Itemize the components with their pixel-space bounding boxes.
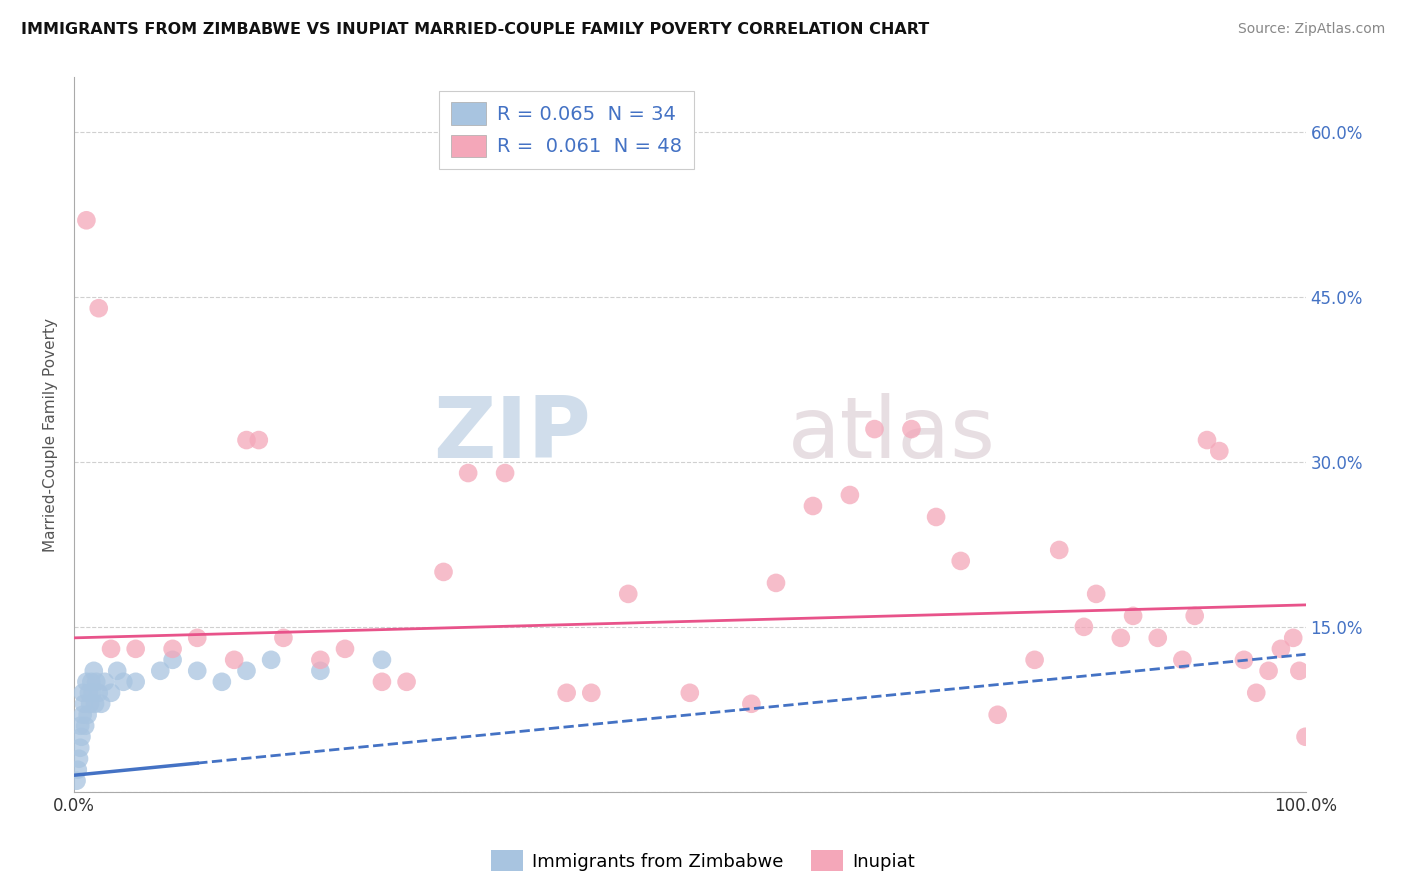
Point [1270, 641, 1292, 656]
Legend: R = 0.065  N = 34, R =  0.061  N = 48: R = 0.065 N = 34, R = 0.061 N = 48 [439, 91, 695, 169]
Point [72, 707, 94, 722]
Point [1195, 433, 1218, 447]
Text: atlas: atlas [789, 393, 997, 476]
Point [273, 631, 295, 645]
Point [494, 466, 516, 480]
Point [765, 575, 787, 590]
Point [224, 653, 246, 667]
Text: Source: ZipAtlas.com: Source: ZipAtlas.com [1237, 22, 1385, 37]
Point [84, 697, 107, 711]
Point [66, 763, 89, 777]
Point [309, 653, 332, 667]
Point [186, 664, 208, 678]
Point [863, 422, 886, 436]
Point [1295, 730, 1317, 744]
Point [149, 664, 172, 678]
Point [581, 686, 603, 700]
Point [79, 697, 101, 711]
Point [112, 674, 135, 689]
Point [1073, 620, 1095, 634]
Point [75, 213, 97, 227]
Point [1282, 631, 1305, 645]
Point [395, 674, 418, 689]
Point [162, 653, 184, 667]
Point [1024, 653, 1046, 667]
Point [83, 664, 105, 678]
Point [900, 422, 922, 436]
Point [84, 674, 107, 689]
Point [77, 686, 100, 700]
Point [73, 697, 96, 711]
Point [1288, 664, 1310, 678]
Point [211, 674, 233, 689]
Point [186, 631, 208, 645]
Text: IMMIGRANTS FROM ZIMBABWE VS INUPIAT MARRIED-COUPLE FAMILY POVERTY CORRELATION CH: IMMIGRANTS FROM ZIMBABWE VS INUPIAT MARR… [21, 22, 929, 37]
Point [247, 433, 270, 447]
Point [105, 664, 128, 678]
Point [80, 674, 103, 689]
Point [949, 554, 972, 568]
Point [72, 686, 94, 700]
Point [309, 664, 332, 678]
Point [124, 641, 146, 656]
Point [617, 587, 640, 601]
Point [333, 641, 356, 656]
Point [1257, 664, 1279, 678]
Point [457, 466, 479, 480]
Point [371, 674, 394, 689]
Point [235, 664, 257, 678]
Point [94, 674, 117, 689]
Point [1208, 444, 1230, 458]
Point [87, 686, 110, 700]
Y-axis label: Married-Couple Family Poverty: Married-Couple Family Poverty [44, 318, 58, 551]
Point [801, 499, 824, 513]
Point [1122, 608, 1144, 623]
Point [987, 707, 1010, 722]
Point [82, 686, 104, 700]
Point [1085, 587, 1108, 601]
Point [76, 707, 98, 722]
Point [1047, 543, 1070, 558]
Legend: Immigrants from Zimbabwe, Inupiat: Immigrants from Zimbabwe, Inupiat [484, 843, 922, 879]
Point [87, 301, 110, 316]
Point [432, 565, 454, 579]
Point [162, 641, 184, 656]
Point [1146, 631, 1168, 645]
Point [1171, 653, 1194, 667]
Point [679, 686, 702, 700]
Point [100, 641, 122, 656]
Point [75, 719, 97, 733]
Point [838, 488, 860, 502]
Point [69, 719, 91, 733]
Point [65, 773, 87, 788]
Point [740, 697, 762, 711]
Point [1109, 631, 1132, 645]
Point [260, 653, 283, 667]
Point [371, 653, 394, 667]
Point [67, 752, 90, 766]
Point [1184, 608, 1206, 623]
Point [124, 674, 146, 689]
Point [75, 674, 97, 689]
Point [235, 433, 257, 447]
Text: ZIP: ZIP [433, 393, 592, 476]
Point [1246, 686, 1268, 700]
Point [555, 686, 578, 700]
Point [90, 697, 112, 711]
Point [69, 740, 91, 755]
Point [1233, 653, 1256, 667]
Point [925, 510, 948, 524]
Point [70, 730, 93, 744]
Point [100, 686, 122, 700]
